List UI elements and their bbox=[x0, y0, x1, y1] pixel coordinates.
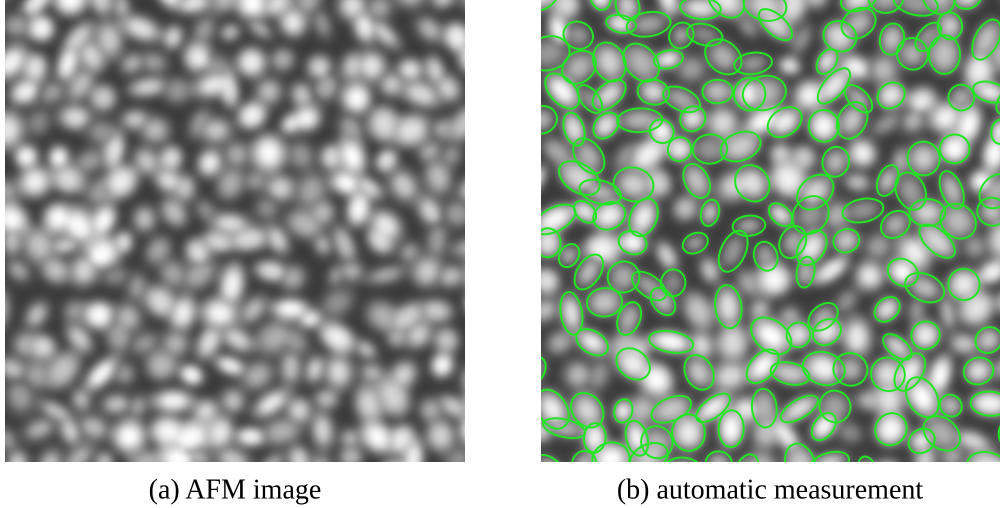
grain-highlight bbox=[6, 231, 17, 250]
grain-highlight bbox=[386, 465, 404, 482]
grain-highlight bbox=[325, 150, 337, 165]
grain-highlight bbox=[478, 148, 507, 177]
grain bbox=[472, 440, 510, 489]
grain-highlight bbox=[463, 0, 485, 6]
grain-highlight bbox=[292, 403, 307, 419]
grain-highlight bbox=[463, 369, 477, 389]
figure-canvas: (a) AFM image (b) automatic measurement bbox=[0, 0, 1000, 508]
grain bbox=[462, 287, 492, 320]
grain-highlight bbox=[478, 74, 507, 104]
grain bbox=[470, 204, 514, 245]
grain-highlight bbox=[462, 43, 489, 70]
grain-highlight bbox=[468, 295, 484, 313]
grain-highlight bbox=[465, 421, 482, 439]
caption: (a) AFM image bbox=[149, 474, 322, 505]
caption: (b) automatic measurement bbox=[617, 474, 924, 505]
grain-highlight bbox=[468, 266, 483, 293]
grain-highlight bbox=[479, 213, 503, 236]
grain-highlight bbox=[466, 392, 490, 416]
grain-highlight bbox=[480, 324, 494, 348]
measurement-image bbox=[512, 0, 1000, 494]
grain-highlight bbox=[521, 170, 543, 193]
grain-highlight bbox=[473, 27, 496, 53]
grain-highlight bbox=[480, 451, 501, 478]
grain-highlight bbox=[523, 360, 544, 382]
grain-highlight bbox=[178, 180, 191, 196]
figure: (a) AFM image (b) automatic measurement bbox=[0, 0, 1000, 508]
grain bbox=[474, 314, 500, 357]
grain bbox=[466, 136, 519, 188]
grain-highlight bbox=[6, 17, 28, 35]
grain-highlight bbox=[682, 60, 701, 77]
afm-image bbox=[0, 0, 519, 490]
grain-highlight bbox=[0, 296, 5, 322]
grain bbox=[464, 16, 506, 63]
grain-highlight bbox=[161, 394, 186, 408]
grain bbox=[378, 459, 410, 489]
grain bbox=[462, 255, 490, 304]
grain bbox=[466, 62, 519, 116]
